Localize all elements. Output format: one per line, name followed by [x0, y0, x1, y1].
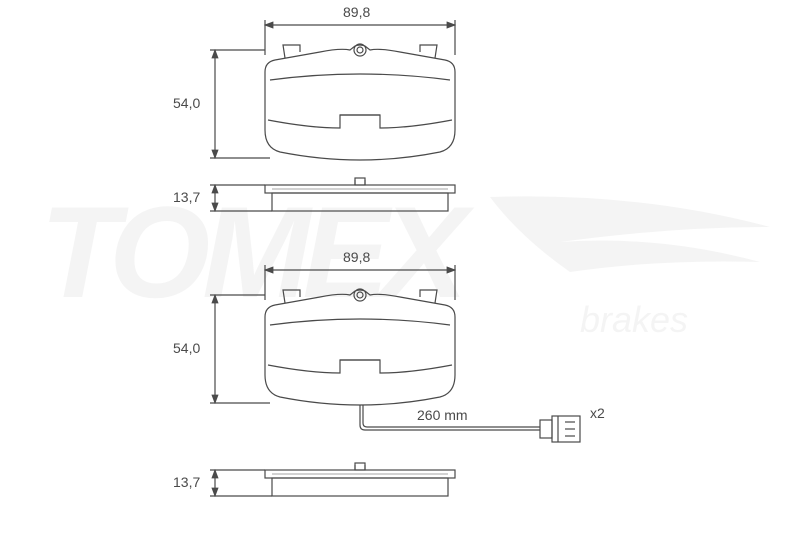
label-wire-length: 260 mm: [417, 407, 468, 423]
dim-bottom-width: [265, 265, 455, 300]
label-connector-qty: x2: [590, 405, 605, 421]
label-bottom-height: 54,0: [173, 340, 200, 356]
connector: [540, 416, 580, 442]
technical-drawing: [0, 0, 800, 534]
dim-top-height: [210, 50, 270, 158]
label-bottom-thickness: 13,7: [173, 474, 200, 490]
top-pad-side: [265, 178, 455, 211]
bottom-pad-side: [265, 463, 455, 496]
label-top-thickness: 13,7: [173, 189, 200, 205]
label-top-width: 89,8: [343, 4, 370, 20]
dim-top-thick: [210, 185, 272, 211]
dim-bottom-thick: [210, 470, 272, 496]
dim-top-width: [265, 20, 455, 55]
label-bottom-width: 89,8: [343, 249, 370, 265]
dim-bottom-height: [210, 295, 270, 403]
label-top-height: 54,0: [173, 95, 200, 111]
bottom-pad-front: [265, 289, 540, 430]
top-pad-front: [265, 44, 455, 160]
